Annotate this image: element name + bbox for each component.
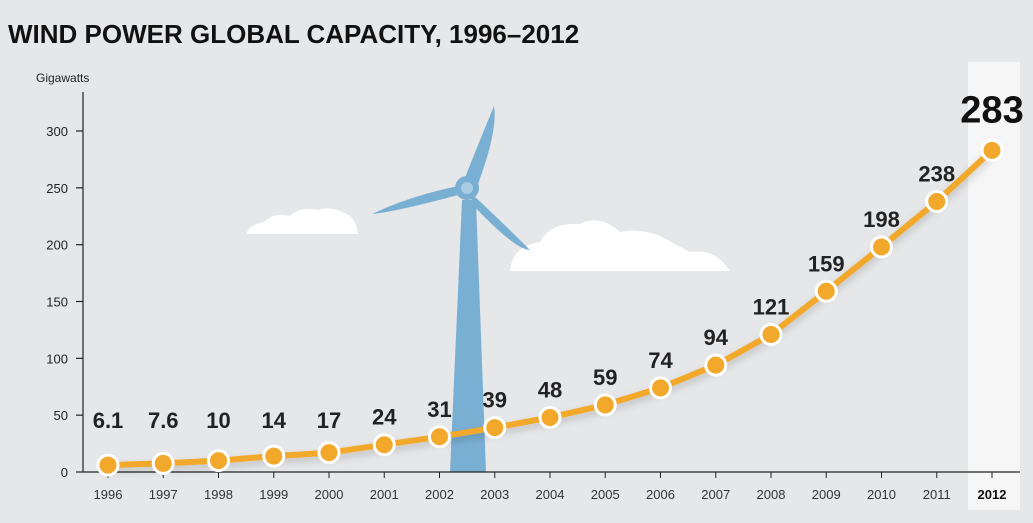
data-point: [814, 279, 838, 303]
x-tick-label: 2011: [923, 487, 951, 502]
cloud-right-icon: [510, 220, 730, 271]
x-tick-label: 2002: [425, 487, 454, 502]
data-label: 48: [538, 377, 562, 402]
chart-title: WIND POWER GLOBAL CAPACITY, 1996–2012: [8, 19, 579, 49]
data-label: 14: [262, 408, 287, 433]
data-label: 39: [483, 388, 507, 413]
data-label: 24: [372, 405, 397, 430]
data-point: [207, 449, 230, 473]
x-tick-label: 2008: [757, 487, 786, 502]
x-tick-label: 2003: [480, 487, 509, 502]
cloud-left-icon: [246, 208, 358, 234]
y-tick-label: 150: [46, 295, 68, 310]
data-label: 238: [918, 161, 955, 186]
data-point: [483, 416, 507, 440]
data-label: 7.6: [148, 408, 179, 433]
x-tick-label: 2007: [701, 487, 730, 502]
y-tick-label: 100: [46, 351, 68, 366]
y-tick-label: 250: [46, 181, 68, 196]
x-tick-label: 2005: [591, 487, 620, 502]
data-point: [428, 425, 451, 449]
data-point: [980, 138, 1004, 162]
data-label: 31: [427, 397, 451, 422]
data-label: 198: [863, 207, 900, 232]
data-point: [262, 444, 286, 468]
y-tick-label: 200: [46, 238, 68, 253]
x-tick-label: 2000: [315, 487, 344, 502]
x-tick-label: 2006: [646, 487, 675, 502]
data-point: [759, 322, 783, 346]
data-point: [704, 353, 728, 377]
data-label: 94: [704, 325, 729, 350]
data-point: [925, 189, 949, 213]
x-tick-label: 1998: [204, 487, 233, 502]
wind-turbine-icon: [372, 106, 530, 472]
x-tick-label: 2001: [370, 487, 399, 502]
x-tick-label: 1997: [149, 487, 178, 502]
data-label: 159: [808, 251, 845, 276]
x-tick-label: 1996: [94, 487, 123, 502]
x-tick-label: 2010: [867, 487, 896, 502]
data-point: [372, 433, 396, 457]
data-point: [870, 235, 893, 259]
data-label: 121: [753, 294, 790, 319]
x-tick-label: 2004: [536, 487, 565, 502]
data-label: 17: [317, 408, 341, 433]
x-tick-label: 2009: [812, 487, 841, 502]
data-point: [593, 393, 617, 417]
data-point: [538, 405, 562, 429]
y-tick-label: 300: [46, 124, 68, 139]
data-point: [96, 453, 120, 477]
y-tick-label: 50: [54, 408, 68, 423]
data-point: [649, 376, 672, 400]
y-axis-label: Gigawatts: [36, 71, 89, 85]
x-tick-label: 2012: [978, 487, 1007, 502]
data-label: 10: [206, 408, 230, 433]
data-label: 59: [593, 365, 617, 390]
data-label: 6.1: [93, 408, 124, 433]
x-tick-label: 1999: [259, 487, 288, 502]
data-point: [151, 451, 175, 475]
data-label: 283: [960, 89, 1023, 131]
data-label: 74: [648, 348, 673, 373]
highlight-band-2012: [968, 62, 1020, 510]
y-tick-label: 0: [61, 465, 68, 480]
data-point: [317, 441, 341, 465]
